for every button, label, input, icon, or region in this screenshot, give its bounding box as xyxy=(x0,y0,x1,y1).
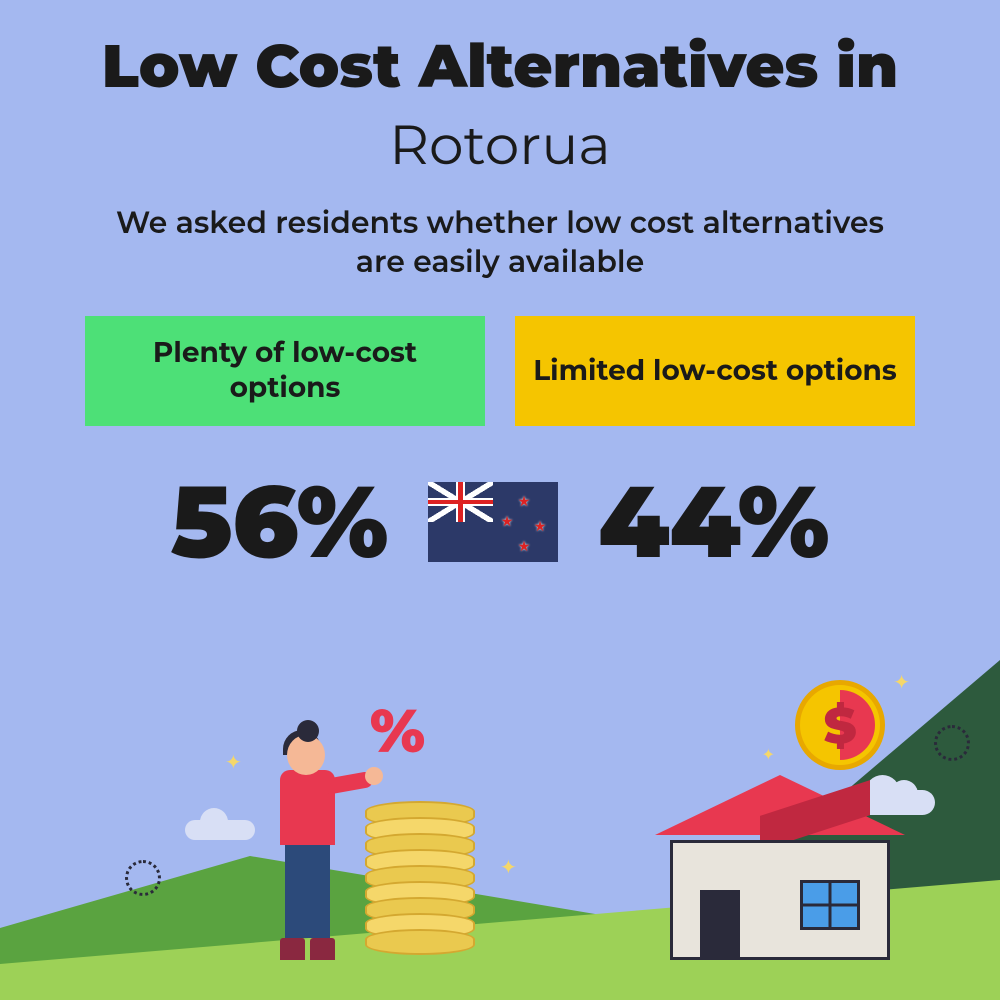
coin-stack-icon xyxy=(365,811,475,955)
subtitle: We asked residents whether low cost alte… xyxy=(110,203,890,281)
dot-circle-icon xyxy=(934,725,970,761)
sparkle-icon: ✦ xyxy=(225,750,242,775)
cloud-icon xyxy=(185,820,255,840)
percent-sign-icon: % xyxy=(370,695,425,768)
sparkle-icon: ✦ xyxy=(893,670,910,695)
plenty-box: Plenty of low-cost options xyxy=(85,316,485,426)
person-icon xyxy=(275,715,365,960)
sparkle-icon: ✦ xyxy=(762,745,775,765)
title-line2: Rotorua xyxy=(0,111,1000,178)
plenty-percent: 56% xyxy=(171,461,389,583)
house-icon xyxy=(670,780,890,960)
dollar-sign: $ xyxy=(824,695,857,756)
stats-row: 56% ★★ ★★ 44% xyxy=(0,461,1000,583)
dot-circle-icon xyxy=(125,860,161,896)
limited-percent: 44% xyxy=(598,461,829,583)
limited-box: Limited low-cost options xyxy=(515,316,915,426)
sparkle-icon: ✦ xyxy=(500,855,517,880)
title-line1: Low Cost Alternatives in xyxy=(0,0,1000,103)
bottom-illustration: ✦ ✦ ✦ ✦ $ % xyxy=(0,660,1000,1000)
option-boxes: Plenty of low-cost options Limited low-c… xyxy=(0,316,1000,426)
dollar-coin-icon: $ xyxy=(795,680,885,770)
nz-flag-icon: ★★ ★★ xyxy=(428,482,558,562)
